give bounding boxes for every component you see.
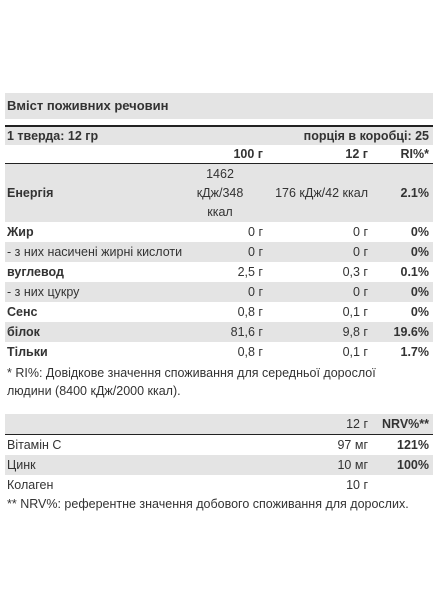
nutrient-value-12g: 0 г xyxy=(353,244,368,259)
nutrient-value-12g: 0,1 г xyxy=(342,344,368,359)
nutrient-ri: 1.7% xyxy=(400,344,430,359)
nutrient-value-100g: 0 г xyxy=(248,224,263,239)
nutrient-row: - з них насичені жирні кислоти 0 г 0 г 0… xyxy=(5,242,433,262)
nutrient-ri: 0% xyxy=(410,224,429,239)
vitamin-row: Цинк 10 мг 100% xyxy=(5,455,433,475)
vitamin-label: Цинк xyxy=(7,457,36,472)
nutrient-value-12g: 0,1 г xyxy=(342,304,368,319)
ri-footnote: * RI%: Довідкове значення споживання для… xyxy=(5,364,433,400)
energy-100g: 1462 кДж/348 ккал xyxy=(196,167,244,219)
col-ri: RI%* xyxy=(400,146,429,161)
nutrient-row-energy: Енергія 1462 кДж/348 ккал 176 кДж/42 кка… xyxy=(5,164,433,222)
energy-12g: 176 кДж/42 ккал xyxy=(275,185,368,200)
nutrient-row: білок 81,6 г 9,8 г 19.6% xyxy=(5,322,433,342)
energy-ri: 2.1% xyxy=(400,185,430,200)
nutrient-label: білок xyxy=(7,324,40,339)
nutrient-value-12g: 0 г xyxy=(353,284,368,299)
divider xyxy=(5,163,433,164)
nutrient-value-100g: 0,8 г xyxy=(237,344,263,359)
vitamins-header-row: 12 г NRV%** xyxy=(5,414,433,434)
vitamin-row: Вітамін C 97 мг 121% xyxy=(5,435,433,455)
nutrient-value-100g: 2,5 г xyxy=(237,264,263,279)
nutrient-row: Сенс 0,8 г 0,1 г 0% xyxy=(5,302,433,322)
nutrient-ri: 0% xyxy=(410,244,429,259)
nutrient-value-100g: 81,6 г xyxy=(230,324,263,339)
nutrient-ri: 0.1% xyxy=(400,264,430,279)
nutrient-label: вуглевод xyxy=(7,264,64,279)
nutrient-value-100g: 0 г xyxy=(248,284,263,299)
nutrient-ri: 0% xyxy=(410,284,429,299)
ri-footnote-line2: людини (8400 кДж/2000 ккал). xyxy=(7,384,181,398)
divider xyxy=(5,125,433,127)
col-12g: 12 г xyxy=(345,146,368,161)
nutrient-row: Жир 0 г 0 г 0% xyxy=(5,222,433,242)
nutrient-row: вуглевод 2,5 г 0,3 г 0.1% xyxy=(5,262,433,282)
vitamin-amount: 10 г xyxy=(346,477,368,492)
nutrient-row: Тільки 0,8 г 0,1 г 1.7% xyxy=(5,342,433,362)
nutrient-value-100g: 0 г xyxy=(248,244,263,259)
nutrition-title: Вміст поживних речовин xyxy=(5,93,433,119)
serving-row: 1 тверда: 12 гр порція в коробці: 25 xyxy=(5,127,433,145)
nutrient-label: Тільки xyxy=(7,344,48,359)
nutrient-label: - з них цукру xyxy=(7,284,80,299)
ri-footnote-line1: * RI%: Довідкове значення споживання для… xyxy=(7,366,376,380)
col-100g: 100 г xyxy=(233,146,263,161)
nutrition-panel: Вміст поживних речовин 1 тверда: 12 гр п… xyxy=(5,93,433,513)
nutrient-ri: 0% xyxy=(410,304,429,319)
nutrient-label: Жир xyxy=(7,224,34,239)
col-12g: 12 г xyxy=(346,416,368,431)
vitamin-label: Колаген xyxy=(7,477,54,492)
vitamin-nrv: 121% xyxy=(397,437,429,452)
nutrient-label: Енергія xyxy=(7,185,54,200)
divider xyxy=(5,434,433,435)
vitamin-label: Вітамін C xyxy=(7,437,62,452)
nutrient-value-12g: 0,3 г xyxy=(342,264,368,279)
column-header-row: 100 г 12 г RI%* xyxy=(5,145,433,163)
vitamin-amount: 97 мг xyxy=(337,437,368,452)
vitamin-amount: 10 мг xyxy=(337,457,368,472)
vitamin-row: Колаген 10 г xyxy=(5,475,433,495)
nutrient-value-12g: 9,8 г xyxy=(342,324,368,339)
nutrient-value-100g: 0,8 г xyxy=(237,304,263,319)
nutrient-label: - з них насичені жирні кислоти xyxy=(7,244,183,259)
nutrient-value-12g: 0 г xyxy=(353,224,368,239)
nutrient-row: - з них цукру 0 г 0 г 0% xyxy=(5,282,433,302)
nrv-footnote: ** NRV%: референтне значення добового сп… xyxy=(7,497,409,511)
servings-per-box: порція в коробці: 25 xyxy=(303,128,429,143)
nutrient-ri: 19.6% xyxy=(393,324,429,339)
nutrient-label: Сенс xyxy=(7,304,38,319)
vitamin-nrv: 100% xyxy=(397,457,429,472)
serving-size: 1 тверда: 12 гр xyxy=(7,128,99,143)
col-nrv: NRV%** xyxy=(381,416,429,431)
